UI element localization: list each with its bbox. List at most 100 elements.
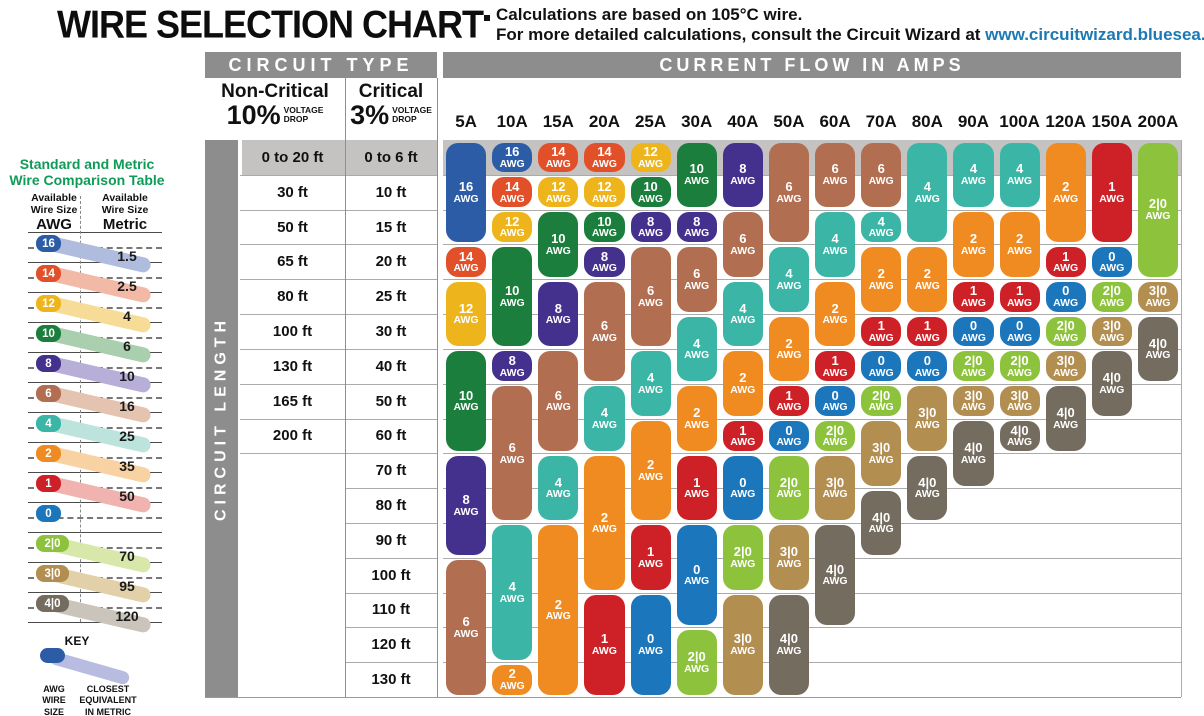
row-label-non-critical: 65 ft [277, 253, 308, 271]
grid-pill: 4 AWG [584, 386, 625, 451]
pill-awg-number: 12 [458, 300, 474, 316]
key-awg-pill [40, 648, 65, 663]
awg-column-header: Available Wire Size AWG [30, 192, 78, 234]
pill-awg-text: AWG [914, 418, 940, 431]
pill-awg-text: AWG [960, 175, 986, 188]
pill-awg-number: 4|0 [872, 509, 891, 525]
pill-awg-text: AWG [591, 192, 617, 205]
sidebar-awg-pill: 16 [36, 235, 61, 252]
grid-pill: 4 AWG [861, 212, 902, 242]
grid-pill: 2|0 AWG [1137, 142, 1178, 277]
sidebar-metric-value: 35 [119, 457, 135, 474]
pill-awg-number: 4 [785, 265, 793, 281]
grid-pill: 8 AWG [722, 142, 763, 208]
pill-awg-number: 6 [554, 387, 562, 403]
pill-awg-text: AWG [591, 157, 617, 170]
grid-pill: 0 AWG [953, 316, 994, 347]
grid-pill: 3|0 AWG [999, 386, 1040, 416]
pill-awg-number: 3|0 [826, 474, 845, 490]
sidebar-metric-value: 120 [115, 607, 139, 624]
pill-awg-number: 12 [597, 178, 612, 194]
pill-awg-number: 10 [551, 231, 566, 247]
grid-pill: 1 AWG [907, 316, 948, 347]
grid-pill: 2 AWG [492, 664, 533, 695]
comparison-row-line [28, 562, 162, 563]
pill-awg-number: 10 [504, 283, 520, 299]
comparison-row-line [28, 592, 162, 593]
pill-awg-text: AWG [499, 679, 525, 692]
pill-awg-text: AWG [822, 401, 848, 414]
grid-pill: 3|0 AWG [768, 525, 809, 591]
row-label-non-critical: 200 ft [272, 427, 313, 445]
pill-awg-number: 0 [969, 318, 978, 334]
comparison-row-line [28, 292, 162, 293]
row-label-non-critical: 50 ft [277, 218, 308, 236]
row-label-critical: 40 ft [375, 357, 407, 375]
circuit-type-header: CIRCUIT TYPE [205, 52, 437, 78]
pill-awg-text: AWG [684, 349, 710, 362]
pill-awg-number: 1 [831, 352, 839, 368]
circuit-wizard-link[interactable]: www.circuitwizard.bluesea.com [985, 25, 1204, 44]
amp-header: 40A [727, 112, 759, 131]
grid-pill: 4 AWG [722, 281, 763, 347]
comparison-row-line [28, 532, 162, 533]
grid-row-line [443, 383, 1181, 385]
grid-pill: 6 AWG [584, 281, 625, 382]
grid-pill: 10 AWG [584, 212, 625, 242]
pill-awg-number: 2|0 [826, 422, 845, 438]
pill-awg-text: AWG [453, 401, 479, 414]
grid-pill: 6 AWG [722, 212, 763, 277]
grid-pill: 2|0 AWG [999, 351, 1040, 382]
grid-pill: 4 AWG [768, 246, 809, 312]
pill-awg-number: 2 [508, 666, 516, 682]
pill-awg-number: 1 [693, 474, 701, 490]
pill-awg-text: AWG [1007, 331, 1033, 344]
note-line-2-text: For more detailed calculations, consult … [496, 25, 986, 44]
pill-awg-text: AWG [776, 645, 802, 658]
amp-header: 150A [1091, 112, 1133, 131]
grid-pill: 2 AWG [999, 212, 1040, 277]
grid-row-line [443, 348, 1181, 350]
pill-awg-text: AWG [1099, 296, 1125, 309]
grid-pill: 10 AWG [538, 212, 579, 277]
pill-awg-number: 3|0 [1102, 318, 1121, 334]
pill-awg-text: AWG [1053, 262, 1079, 275]
grid-pill: 4 AWG [815, 212, 856, 277]
pill-awg-number: 3|0 [779, 544, 798, 560]
pill-awg-number: 0 [785, 422, 793, 438]
pill-awg-number: 2|0 [1102, 283, 1121, 299]
pill-awg-text: AWG [684, 488, 710, 501]
pill-awg-text: AWG [822, 436, 848, 449]
grid-row-line [443, 244, 1181, 246]
amp-header: 30A [681, 112, 713, 131]
row-label-non-critical: 100 ft [272, 322, 313, 340]
grid-pill: 4|0 AWG [999, 421, 1040, 451]
critical-pct: 3% [350, 99, 390, 130]
pill-awg-text: AWG [499, 453, 525, 466]
pill-awg-number: 4 [554, 474, 562, 490]
label-row-line [345, 592, 437, 594]
pill-awg-text: AWG [960, 296, 986, 309]
grid-row-line [443, 592, 1181, 594]
pill-awg-number: 1 [600, 631, 609, 647]
table-bottom-border [205, 697, 1181, 698]
pill-awg-text: AWG [545, 610, 571, 623]
sidebar-metric-value: 50 [119, 487, 135, 504]
pill-awg-number: 1 [785, 387, 793, 403]
pill-awg-number: 8 [462, 492, 470, 508]
grid-pill: 8 AWG [446, 455, 487, 556]
label-row-line [240, 418, 437, 420]
grid-pill: 4 AWG [999, 142, 1040, 208]
pill-awg-number: 4|0 [964, 439, 983, 455]
grid-pill: 14 AWG [492, 177, 533, 208]
comparison-row-line [28, 502, 162, 503]
grid-pill: 1 AWG [768, 386, 809, 416]
pill-awg-text: AWG [684, 279, 710, 292]
grid-pill: 2|0 AWG [953, 351, 994, 382]
pill-awg-number: 4 [646, 370, 655, 386]
critical-header: Critical 3% VOLTAGE DROP [345, 82, 437, 129]
amp-header: 50A [773, 112, 805, 131]
pill-awg-number: 4 [831, 231, 839, 247]
pill-awg-text: AWG [684, 175, 710, 188]
pill-awg-text: AWG [453, 627, 479, 640]
